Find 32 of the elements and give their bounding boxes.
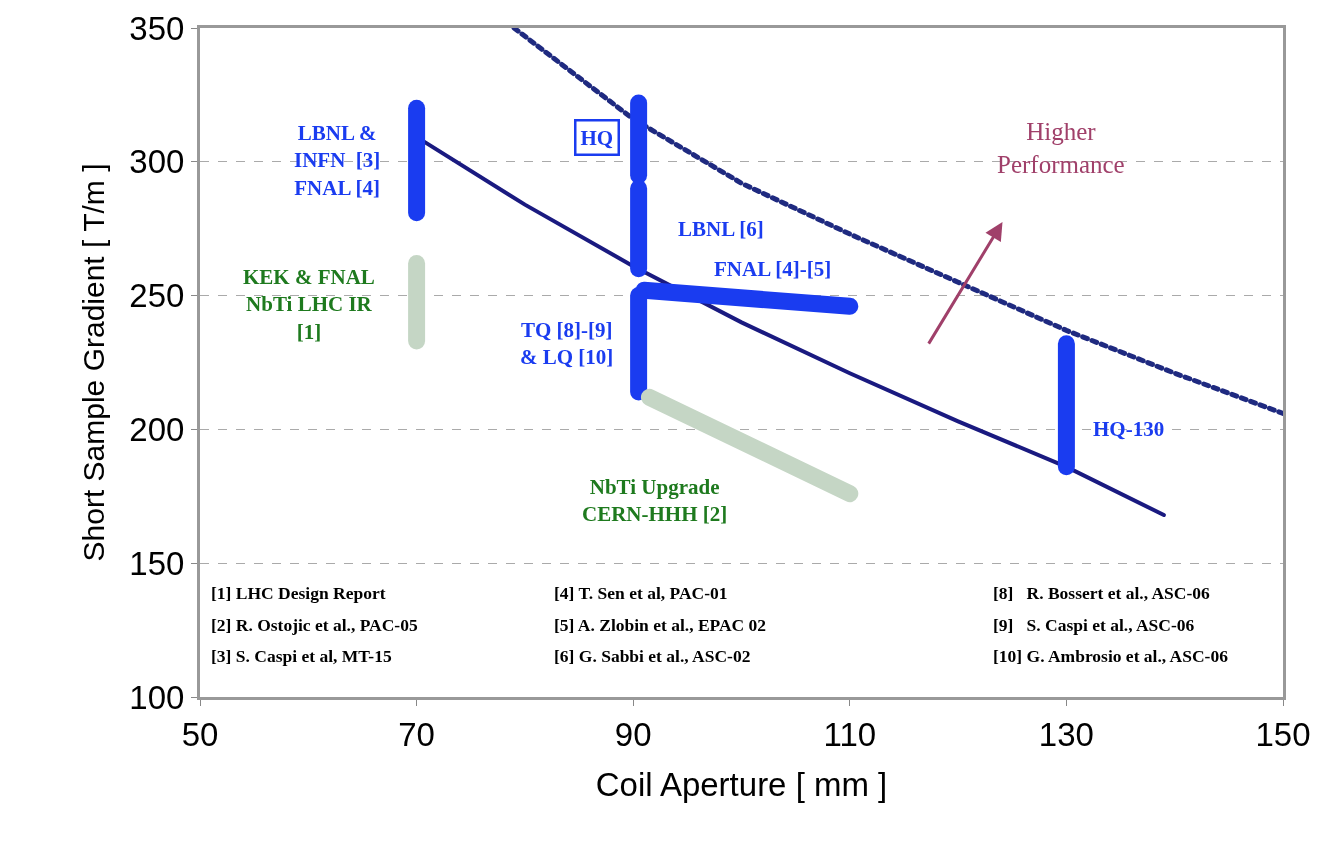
x-tick-label: 50 <box>181 715 219 753</box>
annotation: [6] G. Sabbi et al., ASC-02 <box>554 646 751 666</box>
annotation: [5] A. Zlobin et al., EPAC 02 <box>554 615 767 635</box>
x-tick-label: 130 <box>1038 715 1094 753</box>
y-axis-title: Short Sample Gradient [ T/m ] <box>77 163 111 562</box>
annotation: Higher Performance <box>997 118 1125 178</box>
series-label: HQ-130 <box>1093 417 1165 441</box>
annotation: [3] S. Caspi et al, MT-15 <box>211 646 392 666</box>
y-tick-label: 100 <box>129 678 185 716</box>
x-axis-title: Coil Aperture [ mm ] <box>595 766 888 804</box>
annotation: [1] LHC Design Report <box>211 583 386 603</box>
y-tick-label: 300 <box>129 143 185 181</box>
x-tick-label: 150 <box>1255 715 1311 753</box>
x-tick-label: 70 <box>398 715 435 753</box>
series-label: FNAL [4]-[5] <box>714 257 832 281</box>
series-label: HQ <box>580 125 614 150</box>
series-label: NbTi Upgrade CERN-HHH [2] <box>582 475 728 527</box>
x-tick-label: 110 <box>823 715 877 753</box>
annotation: [4] T. Sen et al, PAC-01 <box>554 583 728 603</box>
annotation: [9] S. Caspi et al., ASC-06 <box>993 615 1195 635</box>
y-tick-label: 250 <box>129 277 185 315</box>
annotation: [2] R. Ostojic et al., PAC-05 <box>211 615 418 635</box>
series-label: LBNL [6] <box>678 217 764 241</box>
series-label: KEK & FNAL NbTi LHC IR [1] <box>243 265 375 344</box>
annotation: [10] G. Ambrosio et al., ASC-06 <box>993 646 1229 666</box>
y-tick-label: 200 <box>129 410 185 448</box>
y-tick-label: 350 <box>129 9 185 47</box>
series-label: TQ [8]-[9] & LQ [10] <box>520 318 614 370</box>
x-tick-label: 90 <box>614 715 652 753</box>
annotation: [8] R. Bossert et al., ASC-06 <box>993 583 1211 603</box>
series-label: LBNL & INFN [3] FNAL [4] <box>294 121 381 200</box>
y-tick-label: 150 <box>129 544 185 582</box>
